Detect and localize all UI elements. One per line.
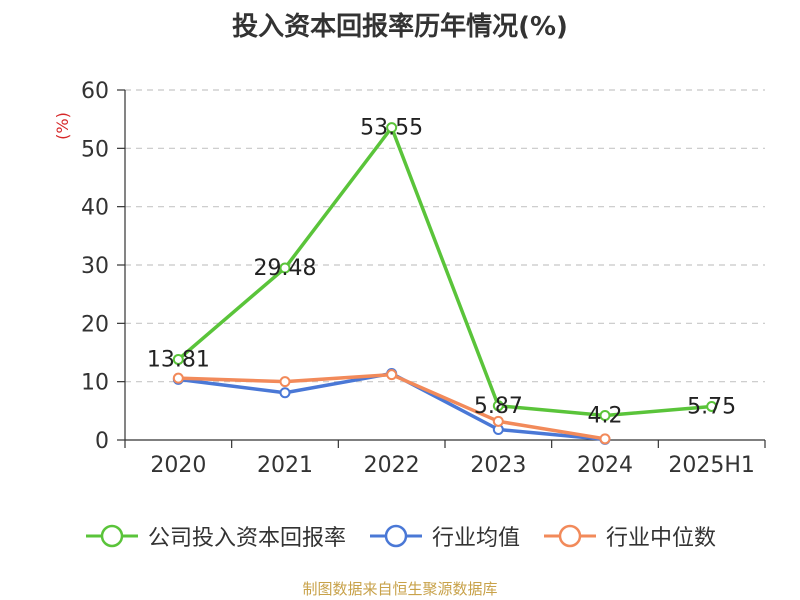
legend-item: 公司投入资本回报率 xyxy=(84,520,346,552)
data-point xyxy=(279,376,291,388)
data-point xyxy=(599,433,611,445)
legend: 公司投入资本回报率 行业均值 行业中位数 xyxy=(0,520,800,552)
series-lines xyxy=(172,122,718,445)
y-tick-label: 10 xyxy=(81,371,109,396)
x-tick-label: 2024 xyxy=(577,453,633,478)
data-point xyxy=(492,400,504,412)
y-axis-label: (%) xyxy=(53,112,72,140)
x-tick-label: 2021 xyxy=(257,453,313,478)
legend-marker-icon xyxy=(369,524,422,548)
legend-marker-icon xyxy=(85,524,138,548)
legend-label: 公司投入资本回报率 xyxy=(147,526,346,551)
y-tick-label: 60 xyxy=(81,79,109,104)
data-label: 13.81 xyxy=(147,347,210,372)
series-line xyxy=(178,372,606,441)
grid-lines xyxy=(125,89,765,383)
legend-label: 行业均值 xyxy=(431,526,520,551)
data-label: 4.2 xyxy=(588,404,623,429)
x-tick-label: 2023 xyxy=(470,453,526,478)
data-point xyxy=(172,372,184,384)
y-tick-label: 40 xyxy=(81,196,109,221)
y-tick-label: 0 xyxy=(95,429,109,454)
legend-marker-icon xyxy=(544,524,596,548)
data-point xyxy=(279,387,291,399)
data-labels: 13.81 29.48 53.55 5.87 4.2 5.75 xyxy=(147,116,736,429)
data-point xyxy=(279,262,291,274)
data-point xyxy=(386,369,398,381)
y-tick-label: 50 xyxy=(81,137,109,162)
legend-item: 行业均值 xyxy=(368,520,520,552)
data-point xyxy=(386,122,398,134)
data-point xyxy=(599,410,611,421)
data-point xyxy=(492,415,504,427)
source-note: 制图数据来自恒生聚源数据库 xyxy=(302,580,498,598)
legend-label: 行业中位数 xyxy=(606,526,717,551)
data-label: 29.48 xyxy=(254,256,317,281)
x-tick-label: 2020 xyxy=(150,453,206,478)
x-tick-label: 2022 xyxy=(364,453,420,478)
data-point xyxy=(172,353,184,365)
x-tick-label: 2025H1 xyxy=(668,453,755,478)
series-line xyxy=(177,125,712,418)
y-tick-label: 20 xyxy=(81,312,109,337)
data-label: 5.75 xyxy=(687,394,736,419)
data-point xyxy=(706,400,718,412)
y-tick-label: 30 xyxy=(81,254,109,279)
chart-title: 投入资本回报率历年情况(%) xyxy=(232,12,568,42)
data-label: 5.87 xyxy=(474,394,523,419)
data-label: 53.55 xyxy=(360,116,423,141)
axes: 0 10 20 30 40 50 60 2020 2021 2022 2023 2024 2025H1 xyxy=(81,79,766,478)
legend-item: 行业中位数 xyxy=(542,520,716,552)
